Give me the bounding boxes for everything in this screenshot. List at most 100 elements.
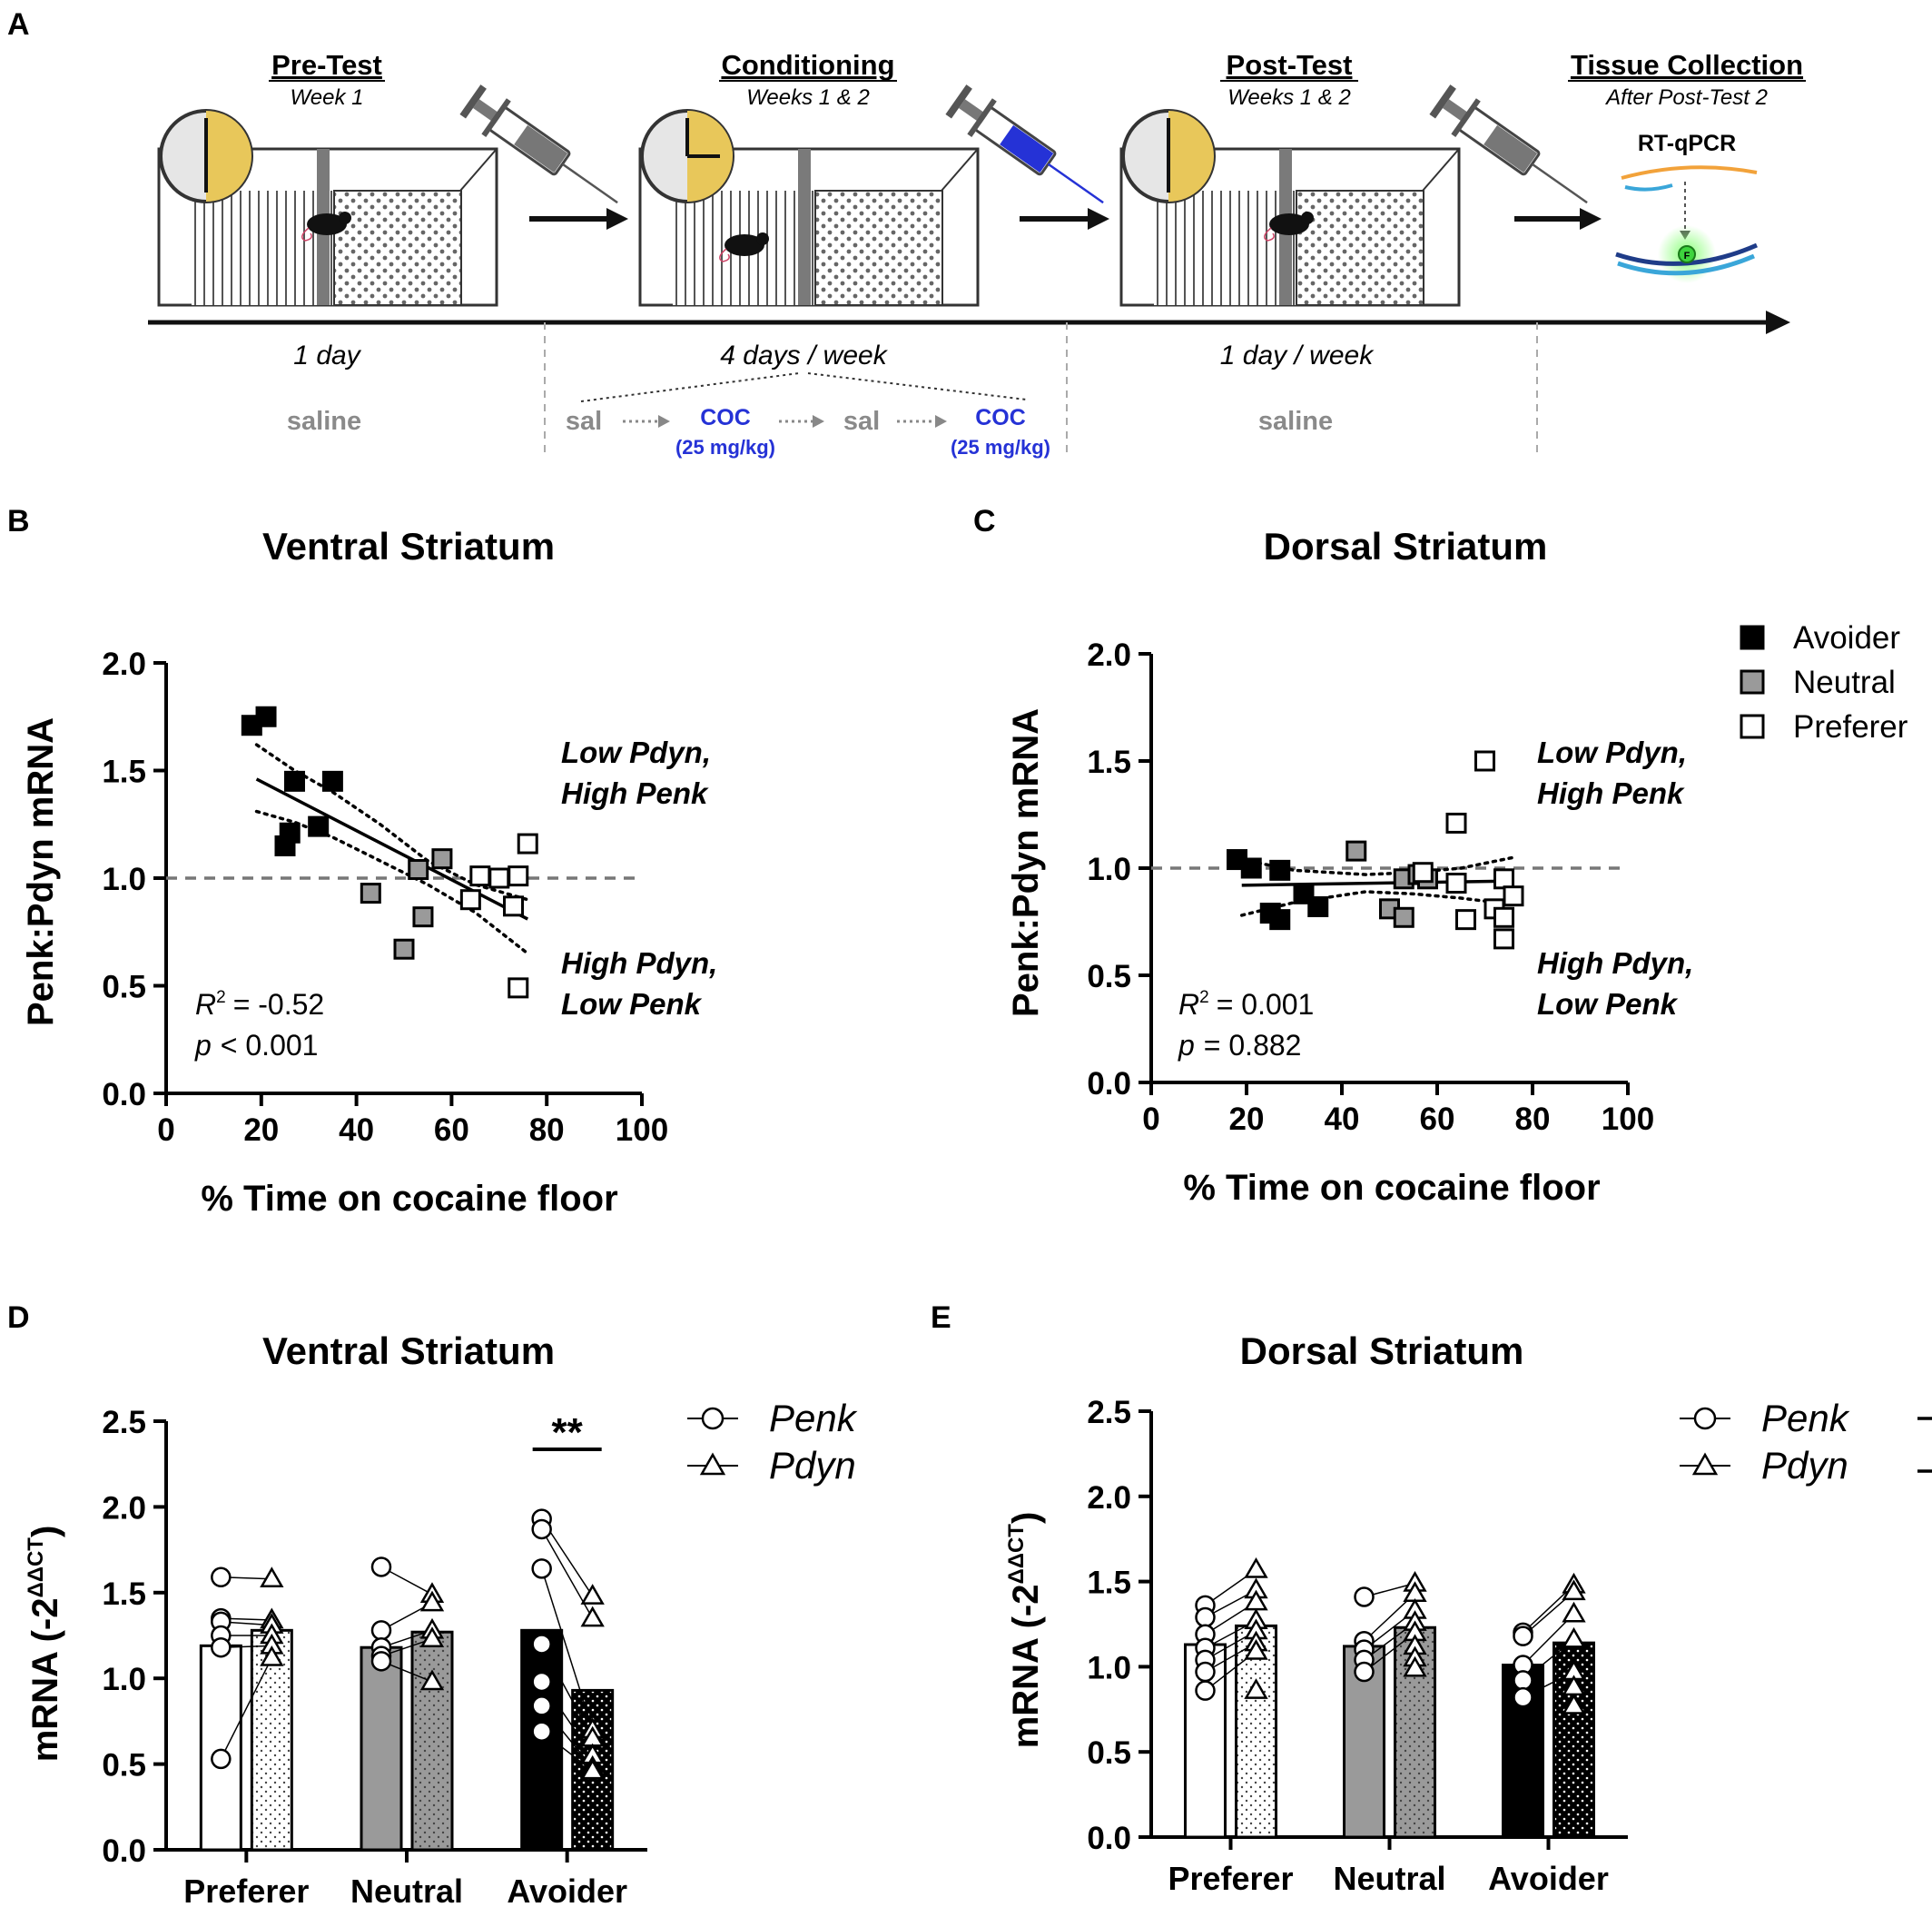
duration-conditioning: 4 days / week — [720, 341, 888, 371]
panel-label-a: A — [7, 7, 30, 42]
x-tick-label: Preferer — [183, 1873, 309, 1910]
point-avoider — [1307, 895, 1329, 917]
point-neutral — [412, 906, 434, 928]
gene-legend: Penk Pdyn — [687, 1397, 858, 1487]
point-pdyn — [1244, 1639, 1268, 1660]
point-pdyn — [1244, 1678, 1268, 1699]
point-preferer — [517, 833, 538, 855]
x-tick-label: 40 — [339, 1112, 374, 1148]
stage-subtitle: Weeks 1 & 2 — [1227, 85, 1351, 110]
y-tick-label: 0.0 — [102, 1077, 146, 1112]
x-tick-label: 60 — [434, 1112, 469, 1148]
stage-title: Conditioning — [721, 49, 894, 81]
y-tick-label: 1.0 — [1087, 852, 1131, 887]
fluorophore-icon — [1678, 245, 1696, 263]
duration-posttest: 1 day / week — [1220, 341, 1375, 371]
panel-label-e: E — [931, 1300, 951, 1335]
syringes — [459, 84, 1588, 204]
x-tick-label: 0 — [157, 1112, 174, 1148]
quadrant-label-high: High Penk — [561, 776, 709, 810]
method-label: RT-qPCR — [1638, 131, 1736, 156]
significance-marker: ** — [552, 1410, 584, 1455]
legend-marker-penk — [1693, 1407, 1717, 1430]
timer-fill — [206, 111, 251, 202]
legend-label: Avoider — [1793, 620, 1900, 656]
x-tick-label: 0 — [1142, 1102, 1159, 1137]
regression-line — [255, 777, 529, 921]
point-penk — [531, 1518, 552, 1540]
y-tick-label: 1.0 — [1087, 1650, 1131, 1685]
x-tick-label: 80 — [529, 1112, 565, 1148]
point-avoider — [1240, 857, 1262, 879]
group-legend: Avoider Neutral Preferer — [1740, 620, 1908, 745]
panel-c-dorsal-scatter: C Dorsal Striatum Penk:Pdyn mRNA % Time … — [973, 504, 1908, 1208]
legend-label: Pdyn — [769, 1444, 856, 1487]
p-stat: p = 0.882 — [1178, 1029, 1301, 1062]
stage-titles: Pre-Test Week 1 Conditioning Weeks 1 & 2 Pos… — [269, 49, 1806, 110]
syringe-icon — [459, 84, 618, 204]
y-tick-label: 2.0 — [102, 1490, 146, 1526]
paired-line — [541, 1705, 594, 1768]
syringe-icon — [945, 84, 1104, 204]
point-penk — [1195, 1680, 1216, 1701]
r2-stat: R2 = -0.52 — [195, 988, 324, 1021]
legend-swatch-neutral — [1740, 669, 1765, 695]
stage-subtitle: Week 1 — [291, 85, 364, 110]
paired-line — [220, 1657, 273, 1760]
x-tick-label: 60 — [1420, 1102, 1455, 1137]
point-pdyn — [580, 1758, 605, 1780]
saline-pretest: saline — [287, 407, 361, 436]
point-preferer — [1493, 906, 1514, 928]
x-tick-label: 100 — [616, 1112, 668, 1148]
point-preferer — [1412, 862, 1434, 884]
x-tick-label: 20 — [1229, 1102, 1265, 1137]
y-axis-label: Penk:Pdyn mRNA — [1006, 708, 1046, 1017]
coc-dose: (25 mg/kg) — [951, 436, 1050, 459]
stage-title: Post-Test — [1227, 49, 1353, 81]
dotted-floor — [1296, 190, 1424, 306]
legend-marker-penk — [701, 1407, 724, 1430]
point-penk — [1195, 1606, 1216, 1628]
point-avoider — [1269, 859, 1291, 881]
x-tick-label: 100 — [1602, 1102, 1654, 1137]
paired-line — [540, 1568, 594, 1731]
point-penk — [531, 1695, 552, 1716]
arrow-right-icon — [935, 415, 947, 428]
point-penk — [211, 1566, 232, 1588]
point-preferer — [1445, 812, 1467, 834]
timeline-dividers — [544, 322, 1538, 459]
chart-title: Ventral Striatum — [262, 1329, 555, 1372]
point-pdyn — [1244, 1556, 1268, 1578]
y-tick-label: 0.0 — [102, 1833, 146, 1869]
bar-penk — [360, 1645, 403, 1852]
panel-d-ventral-bars: D Ventral Striatum mRNA (-2ΔΔCT) 0.0 0.5 1… — [7, 1300, 858, 1910]
syringe-icon — [1429, 84, 1588, 204]
mouse-icon — [1269, 213, 1309, 235]
point-pdyn — [419, 1590, 445, 1612]
coc-label: COC — [700, 405, 751, 430]
mouse-tail — [719, 248, 730, 262]
y-tick-label: 1.5 — [1087, 1566, 1131, 1601]
cpp-box — [1119, 109, 1461, 307]
point-preferer — [1503, 885, 1524, 907]
sal-label: sal — [843, 407, 880, 436]
panel-e-dorsal-bars: E Dorsal Striatum mRNA (-2ΔΔCT) 0.0 0.5 1.… — [931, 1300, 1932, 1897]
timer-fill — [1168, 111, 1214, 202]
point-pdyn — [260, 1645, 284, 1666]
quadrant-label-high: High Penk — [1537, 776, 1685, 810]
quadrant-label-low: High Pdyn, — [1537, 946, 1693, 980]
cpp-box — [638, 109, 980, 307]
stage-subtitle: Weeks 1 & 2 — [746, 85, 870, 110]
panel-label-c: C — [973, 504, 996, 539]
mouse-icon — [724, 234, 764, 256]
point-avoider — [255, 706, 277, 727]
arrow-right-icon — [1580, 208, 1602, 230]
legend-marker-pdyn — [1691, 1452, 1719, 1476]
y-tick-label: 0.0 — [1087, 1066, 1131, 1102]
y-axis-label: Penk:Pdyn mRNA — [21, 717, 61, 1026]
point-preferer — [1455, 909, 1476, 931]
stage-arrows — [529, 208, 1602, 230]
x-tick-label: Avoider — [507, 1873, 627, 1910]
